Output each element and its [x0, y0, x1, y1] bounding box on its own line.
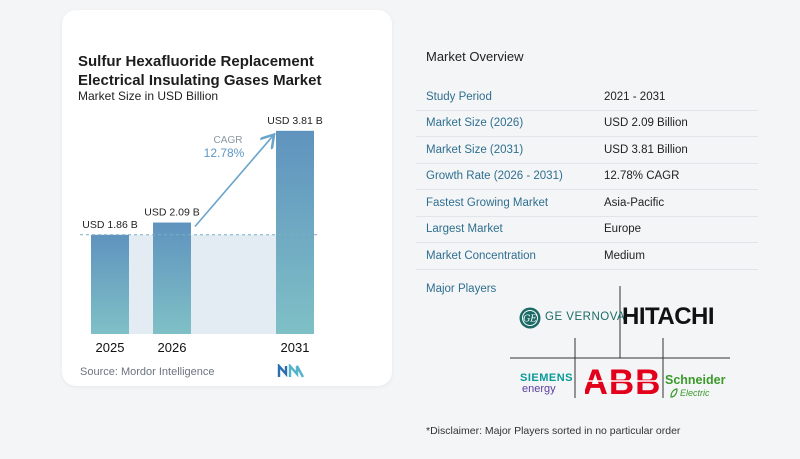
- chart-title-line1: Sulfur Hexafluoride Replacement: [78, 53, 314, 70]
- overview-row-key: Market Concentration: [416, 242, 596, 270]
- overview-row-key: Market Size (2031): [416, 136, 596, 164]
- mordor-intelligence-logo-icon: [277, 364, 305, 378]
- overview-row: Growth Rate (2026 - 2031) 12.78% CAGR: [416, 163, 758, 190]
- overview-row-value: Asia-Pacific: [596, 189, 758, 217]
- bar-2031: [276, 130, 314, 334]
- abb-logo: ABB: [585, 363, 659, 399]
- bar-2026: [153, 222, 191, 334]
- market-overview-heading: Market Overview: [426, 49, 524, 64]
- overview-row: Market Concentration Medium: [416, 242, 758, 270]
- schneider-leaf-icon: [670, 388, 678, 398]
- overview-row: Largest Market Europe: [416, 216, 758, 243]
- data-label-2026: USD 2.09 B: [144, 207, 199, 219]
- overview-row: Fastest Growing Market Asia-Pacific: [416, 189, 758, 217]
- cagr-label: CAGR: [214, 135, 243, 146]
- bar-2025: [91, 234, 129, 334]
- overview-row-key: Growth Rate (2026 - 2031): [416, 163, 596, 190]
- siemens-energy-logo-line1: SIEMENS: [520, 372, 574, 384]
- overview-row: Market Size (2031) USD 3.81 Billion: [416, 136, 758, 164]
- overview-row-key: Market Size (2026): [416, 110, 596, 137]
- overview-row-key: Largest Market: [416, 216, 596, 243]
- major-players-heading: Major Players: [426, 283, 497, 295]
- overview-row-value: 2021 - 2031: [596, 84, 758, 111]
- x-tick-2031: 2031: [281, 340, 310, 355]
- source-text: Source: Mordor Intelligence: [80, 366, 215, 378]
- x-tick-2025: 2025: [96, 340, 125, 355]
- data-label-2025: USD 1.86 B: [82, 219, 137, 231]
- svg-text:GE: GE: [523, 315, 537, 325]
- overview-row: Study Period 2021 - 2031: [416, 84, 758, 111]
- siemens-energy-logo-line2: energy: [522, 383, 556, 395]
- data-label-2031: USD 3.81 B: [267, 115, 322, 127]
- overview-row-value: Europe: [596, 216, 758, 243]
- overview-row-value: 12.78% CAGR: [596, 163, 758, 190]
- bars-layer: USD 1.86 B 2025 USD 2.09 B 2026 USD 3.81 B 20…: [82, 115, 322, 355]
- market-overview-table: Study Period 2021 - 2031 Market Size (2026…: [416, 84, 758, 270]
- schneider-electric-logo-line1: Schneider: [665, 373, 726, 387]
- cagr-arrow: [194, 136, 273, 228]
- players-grid-lines: [510, 286, 730, 398]
- ge-vernova-logo: GE VERNOVA: [545, 311, 626, 323]
- overview-row-value: USD 3.81 Billion: [596, 136, 758, 164]
- chart-subtitle: Market Size in USD Billion: [78, 89, 219, 103]
- cagr-value: 12.78%: [204, 146, 245, 160]
- overview-row-value: Medium: [596, 242, 758, 270]
- overview-row: Market Size (2026) USD 2.09 Billion: [416, 110, 758, 137]
- overview-row-value: USD 2.09 Billion: [596, 110, 758, 137]
- chart-title-line2: Electrical Insulating Gases Market: [78, 72, 322, 89]
- overview-row-key: Study Period: [416, 84, 596, 111]
- hitachi-logo: HITACHI: [622, 303, 715, 330]
- x-tick-2026: 2026: [158, 340, 187, 355]
- disclaimer-text: *Disclaimer: Major Players sorted in no …: [426, 425, 681, 437]
- chart-title: Sulfur Hexafluoride Replacement Electric…: [78, 52, 378, 90]
- schneider-electric-logo-line2: Electric: [680, 388, 710, 398]
- ge-monogram-icon: GE: [519, 307, 541, 329]
- overview-row-key: Fastest Growing Market: [416, 189, 596, 217]
